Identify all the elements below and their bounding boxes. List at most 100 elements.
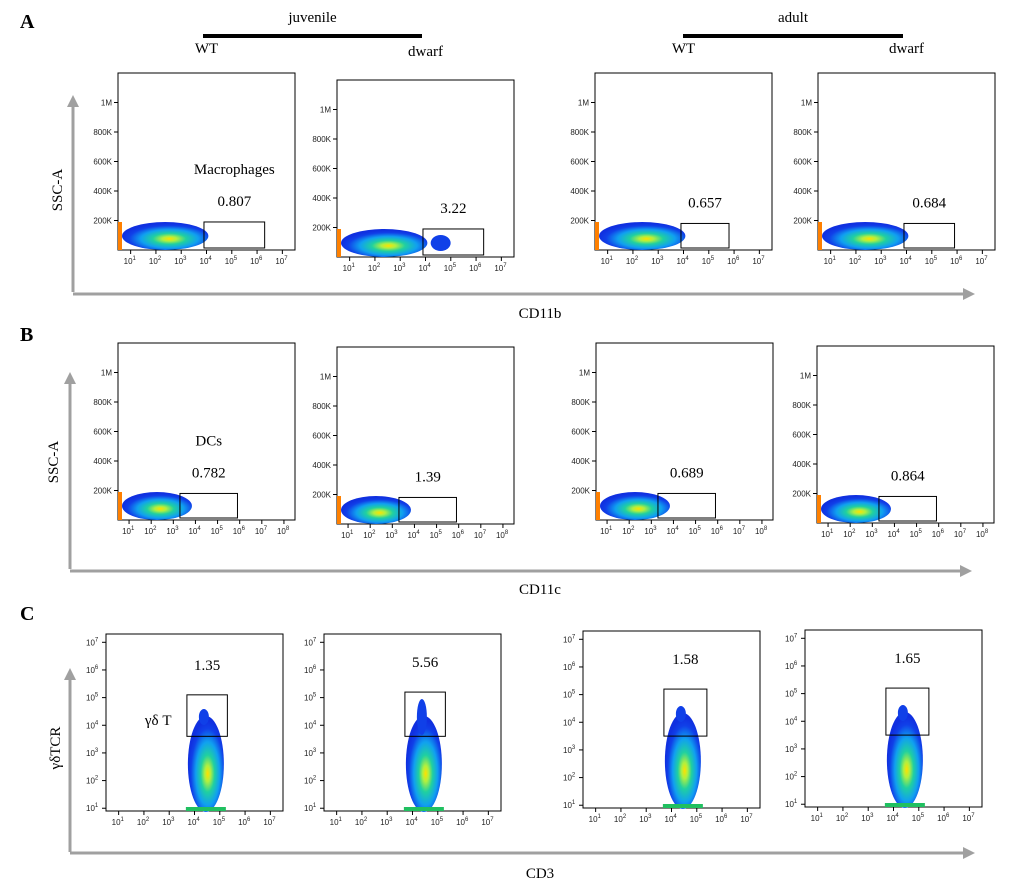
x-axis-label: CD3 — [526, 866, 554, 882]
y-tick-label: 103 — [304, 748, 317, 758]
x-tick-label: 105 — [213, 817, 226, 827]
gate-box — [680, 222, 730, 249]
y-tick-label: 106 — [563, 662, 576, 672]
gate-box — [398, 496, 457, 523]
y-axis-label: SSC-A — [46, 441, 62, 484]
x-tick-label: 107 — [962, 813, 975, 823]
panel-letter-B: B — [20, 324, 33, 346]
y-tick-label: 106 — [304, 665, 317, 675]
density-gd-t-cluster — [198, 708, 209, 725]
x-tick-label: 102 — [363, 530, 376, 540]
y-tick-label: 107 — [86, 637, 99, 647]
density-edge-events — [118, 222, 122, 250]
gate-percentage: 0.657 — [688, 195, 722, 211]
plot-frame — [336, 346, 515, 525]
y-tick-label: 102 — [86, 776, 99, 786]
density-edge-events — [185, 807, 226, 811]
x-tick-label: 103 — [644, 526, 657, 536]
x-tick-label: 102 — [355, 817, 368, 827]
x-tick-label: 105 — [912, 813, 925, 823]
density-population — [664, 712, 701, 809]
y-tick-label: 800K — [312, 402, 331, 411]
flow-plot-A-3: 200K 400K 600K 800K 1M 0.657 — [570, 72, 773, 254]
x-tick-label: 103 — [162, 817, 175, 827]
y-arrowhead-icon — [64, 372, 76, 384]
x-tick-label: 103 — [639, 814, 652, 824]
plot-frame — [595, 342, 774, 521]
x-tick-label: 106 — [238, 817, 251, 827]
x-tick-label: 105 — [702, 256, 715, 266]
x-tick-label: 105 — [430, 530, 443, 540]
x-tick-label: 107 — [263, 817, 276, 827]
x-tick-label: 106 — [250, 256, 263, 266]
x-tick-label: 108 — [976, 529, 989, 539]
y-tick-label: 400K — [312, 194, 331, 203]
y-tick-label: 1M — [320, 373, 331, 382]
density-edge-events — [595, 222, 599, 250]
y-arrowhead-icon — [67, 95, 79, 107]
x-arrowhead-icon — [963, 288, 975, 300]
x-tick-label: 106 — [233, 526, 246, 536]
x-tick-label: 105 — [211, 526, 224, 536]
x-tick-label: 101 — [330, 817, 343, 827]
density-population — [600, 492, 670, 520]
x-tick-label: 101 — [122, 526, 135, 536]
x-tick-label: 102 — [368, 263, 381, 273]
x-tick-label: 104 — [887, 813, 900, 823]
gate-percentage: 0.782 — [192, 465, 226, 481]
x-tick-label: 102 — [137, 817, 150, 827]
panel-letter-A: A — [20, 11, 35, 33]
x-tick-label: 106 — [932, 529, 945, 539]
gate-percentage: 3.22 — [440, 201, 466, 217]
y-tick-label: 800K — [793, 128, 812, 137]
y-tick-label: 107 — [304, 637, 317, 647]
density-edge-events — [818, 222, 822, 250]
gate-percentage: 1.65 — [894, 651, 920, 667]
x-tick-label: 101 — [601, 256, 614, 266]
x-tick-label: 101 — [600, 526, 613, 536]
x-tick-label: 106 — [469, 263, 482, 273]
y-tick-label: 600K — [312, 165, 331, 174]
x-tick-label: 104 — [666, 526, 679, 536]
y-tick-label: 104 — [304, 720, 317, 730]
x-tick-label: 103 — [651, 256, 664, 266]
y-tick-label: 107 — [563, 634, 576, 644]
y-tick-label: 800K — [570, 128, 589, 137]
plot-frame — [117, 72, 296, 251]
condition-label: dwarf — [408, 44, 443, 60]
gate-box — [903, 222, 956, 249]
x-tick-label: 101 — [343, 263, 356, 273]
y-axis-label: SSC-A — [50, 169, 66, 212]
y-tick-label: 102 — [304, 776, 317, 786]
y-tick-label: 800K — [571, 398, 590, 407]
x-tick-label: 104 — [677, 256, 690, 266]
density-population — [341, 229, 428, 257]
y-tick-label: 600K — [571, 428, 590, 437]
x-tick-label: 107 — [474, 530, 487, 540]
y-tick-label: 103 — [86, 748, 99, 758]
gate-name: γδ T — [144, 713, 172, 729]
y-tick-label: 200K — [312, 224, 331, 233]
density-edge-events — [596, 492, 600, 520]
x-axis-label: CD11b — [519, 306, 562, 322]
x-tick-label: 106 — [715, 814, 728, 824]
plot-frame — [817, 72, 996, 251]
y-tick-label: 400K — [312, 461, 331, 470]
density-edge-events — [337, 496, 341, 524]
condition-label: dwarf — [889, 41, 924, 57]
plot-frame — [816, 345, 995, 524]
x-tick-label: 108 — [277, 526, 290, 536]
y-tick-label: 800K — [792, 401, 811, 410]
x-tick-label: 107 — [494, 263, 507, 273]
x-tick-label: 101 — [589, 814, 602, 824]
density-population — [122, 492, 192, 520]
x-arrowhead-icon — [963, 847, 975, 859]
x-tick-label: 103 — [874, 256, 887, 266]
y-arrowhead-icon — [64, 668, 76, 680]
gate-percentage: 0.864 — [891, 468, 925, 484]
density-population — [886, 711, 923, 808]
gate-percentage: 1.39 — [415, 469, 441, 485]
x-tick-label: 101 — [112, 817, 125, 827]
x-tick-label: 104 — [419, 263, 432, 273]
